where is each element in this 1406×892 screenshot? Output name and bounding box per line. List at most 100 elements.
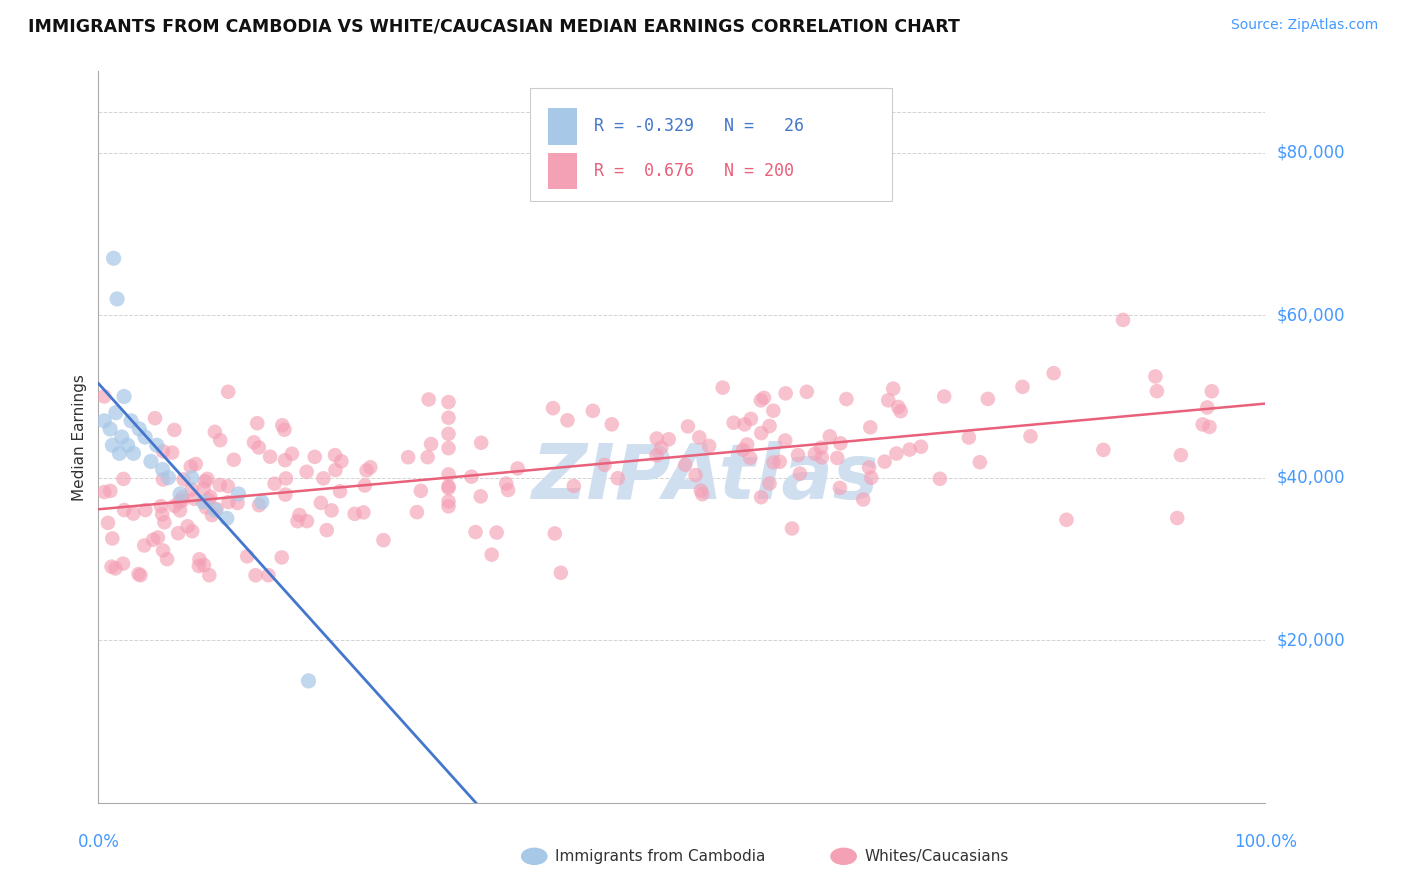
Point <box>218 495 240 509</box>
Point <box>204 425 226 439</box>
Point <box>810 441 832 455</box>
Point <box>274 453 297 467</box>
Point <box>697 439 720 453</box>
Point <box>93 414 115 428</box>
Point <box>93 485 115 500</box>
Point <box>112 389 135 403</box>
Point <box>323 448 346 462</box>
Point <box>775 386 797 401</box>
Point <box>496 483 519 497</box>
Point <box>810 450 832 465</box>
Point <box>873 455 896 469</box>
Point <box>200 490 222 504</box>
Point <box>150 508 173 522</box>
Point <box>228 487 250 501</box>
Point <box>910 440 932 454</box>
Point <box>122 507 145 521</box>
Point <box>208 478 231 492</box>
Point <box>731 442 754 457</box>
Point <box>263 476 285 491</box>
Point <box>139 454 162 468</box>
Point <box>830 436 852 450</box>
Point <box>180 471 202 485</box>
Point <box>749 426 772 441</box>
Point <box>297 673 319 688</box>
Point <box>1146 384 1168 399</box>
Text: Whites/Caucasians: Whites/Caucasians <box>865 849 1010 863</box>
Point <box>886 446 908 460</box>
Point <box>156 552 179 566</box>
Point <box>245 568 267 582</box>
Point <box>673 458 696 472</box>
Point <box>1056 513 1078 527</box>
Point <box>169 487 191 501</box>
Point <box>882 382 904 396</box>
Point <box>288 508 311 522</box>
Point <box>129 568 152 582</box>
Point <box>309 496 332 510</box>
Point <box>120 414 142 428</box>
Point <box>195 472 218 486</box>
Point <box>835 392 858 406</box>
Bar <box>548 108 576 145</box>
Point <box>957 430 980 444</box>
Point <box>152 462 174 476</box>
Point <box>97 516 120 530</box>
Point <box>470 435 492 450</box>
Point <box>105 292 128 306</box>
Point <box>128 422 150 436</box>
Point <box>198 492 221 507</box>
Point <box>593 458 616 472</box>
Point <box>723 416 745 430</box>
Point <box>204 503 226 517</box>
Point <box>645 432 668 446</box>
Point <box>887 400 910 414</box>
Point <box>330 454 353 468</box>
Point <box>416 450 439 465</box>
Point <box>243 435 266 450</box>
Point <box>406 505 429 519</box>
Point <box>1201 384 1223 399</box>
Point <box>828 481 851 495</box>
Point <box>752 391 775 405</box>
Point <box>236 549 259 564</box>
Point <box>128 567 150 582</box>
Point <box>180 459 202 474</box>
Point <box>117 438 139 452</box>
Point <box>437 500 460 514</box>
Point <box>152 444 174 458</box>
Point <box>146 531 169 545</box>
Point <box>758 476 780 491</box>
Point <box>877 393 900 408</box>
Bar <box>548 153 576 189</box>
Point <box>142 533 165 547</box>
Text: 0.0%: 0.0% <box>77 833 120 851</box>
Point <box>485 525 508 540</box>
Point <box>146 438 169 452</box>
Point <box>495 476 517 491</box>
Point <box>1092 442 1115 457</box>
Point <box>176 519 198 533</box>
Point <box>689 483 711 498</box>
Point <box>562 479 585 493</box>
Point <box>437 479 460 493</box>
Point <box>295 514 318 528</box>
Point <box>343 507 366 521</box>
Point <box>606 471 628 485</box>
Point <box>247 498 270 512</box>
Point <box>271 418 294 433</box>
Point <box>758 419 780 434</box>
Point <box>1011 380 1033 394</box>
Point <box>359 460 381 475</box>
Point <box>172 493 194 508</box>
Point <box>193 482 215 496</box>
Point <box>481 548 503 562</box>
Point <box>1191 417 1213 432</box>
Point <box>153 516 176 530</box>
Point <box>373 533 395 548</box>
Point <box>437 426 460 441</box>
Point <box>169 495 191 509</box>
Point <box>184 457 207 471</box>
Point <box>645 449 668 463</box>
Point <box>676 419 699 434</box>
